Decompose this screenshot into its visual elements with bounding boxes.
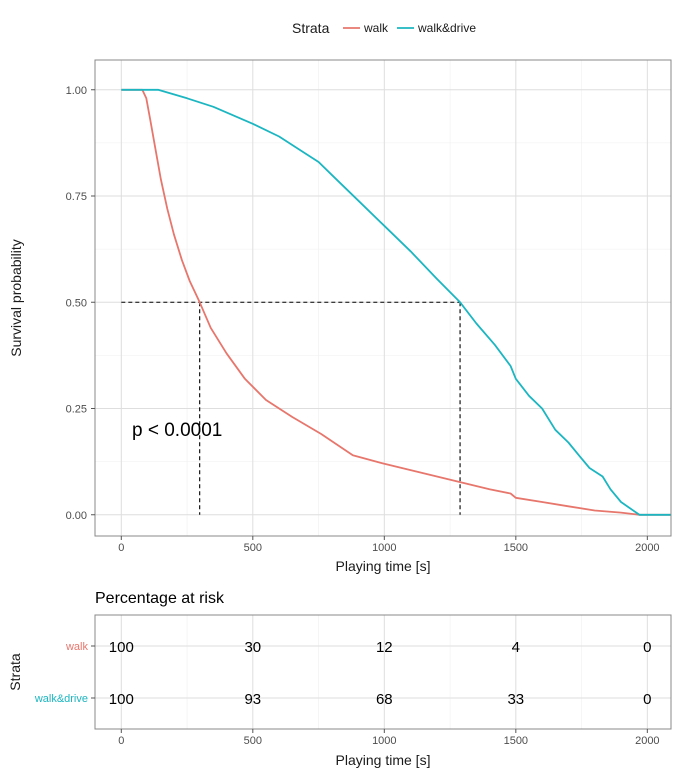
risk-value-walk: 30 <box>244 639 261 656</box>
survival-curve-walk <box>121 88 671 516</box>
risk-row-label-walk-and-drive: walk&drive <box>34 693 88 705</box>
x-tick-label: 500 <box>244 542 262 554</box>
risk-x-axis: 0 500 1000 1500 2000 <box>118 729 660 747</box>
risk-x-axis-title: Playing time [s] <box>336 752 431 768</box>
risk-value-walk-and-drive: 33 <box>507 691 524 708</box>
x-tick-label: 2000 <box>635 542 659 554</box>
risk-x-tick-label: 1500 <box>504 735 528 747</box>
main-x-axis: 0 500 1000 1500 2000 <box>118 536 660 554</box>
y-tick-label: 1.00 <box>66 85 87 97</box>
risk-table: Percentage at risk 100 30 12 4 0 100 93 68 33 0 w… <box>7 590 672 768</box>
y-tick-label: 0.75 <box>66 191 87 203</box>
risk-value-walk-and-drive: 93 <box>244 691 261 708</box>
risk-y-axis-title: Strata <box>7 653 23 691</box>
legend: Strata walk walk&drive <box>292 20 476 36</box>
risk-x-tick-label: 1000 <box>372 735 396 747</box>
x-tick-label: 1500 <box>504 542 528 554</box>
legend-label-walk: walk <box>363 21 389 35</box>
main-grid <box>95 60 671 536</box>
risk-x-tick-label: 0 <box>118 735 124 747</box>
survival-curve-walk-and-drive <box>121 88 671 516</box>
survival-curves <box>121 88 671 516</box>
main-y-axis: 0.00 0.25 0.50 0.75 1.00 <box>66 85 95 522</box>
legend-label-walk-and-drive: walk&drive <box>417 21 476 35</box>
main-panel-border <box>94 59 672 537</box>
legend-title: Strata <box>292 20 330 36</box>
risk-table-title: Percentage at risk <box>95 590 225 607</box>
y-axis-title: Survival probability <box>8 239 24 357</box>
risk-value-walk: 4 <box>512 639 520 656</box>
risk-values: 100 30 12 4 0 100 93 68 33 0 <box>109 639 652 708</box>
y-tick-label: 0.50 <box>66 297 87 309</box>
median-lines <box>121 301 461 515</box>
survival-plot: 0 500 1000 1500 2000 0.00 0.25 0.50 0.75 1.00 p … <box>8 59 672 574</box>
risk-x-tick-label: 2000 <box>635 735 659 747</box>
risk-value-walk-and-drive: 68 <box>376 691 393 708</box>
x-tick-label: 0 <box>118 542 124 554</box>
risk-x-tick-label: 500 <box>244 735 262 747</box>
risk-row-labels: walk walk&drive <box>34 641 95 705</box>
x-axis-title: Playing time [s] <box>336 558 431 574</box>
risk-value-walk: 0 <box>643 639 651 656</box>
y-tick-label: 0.00 <box>66 510 87 522</box>
x-tick-label: 1000 <box>372 542 396 554</box>
risk-panel-border <box>94 614 672 730</box>
risk-value-walk: 100 <box>109 639 134 656</box>
risk-value-walk: 12 <box>376 639 393 656</box>
risk-value-walk-and-drive: 0 <box>643 691 651 708</box>
risk-grid <box>95 615 671 729</box>
risk-row-label-walk: walk <box>65 641 89 653</box>
y-tick-label: 0.25 <box>66 404 87 416</box>
risk-value-walk-and-drive: 100 <box>109 691 134 708</box>
p-value-annotation: p < 0.0001 <box>132 420 222 441</box>
